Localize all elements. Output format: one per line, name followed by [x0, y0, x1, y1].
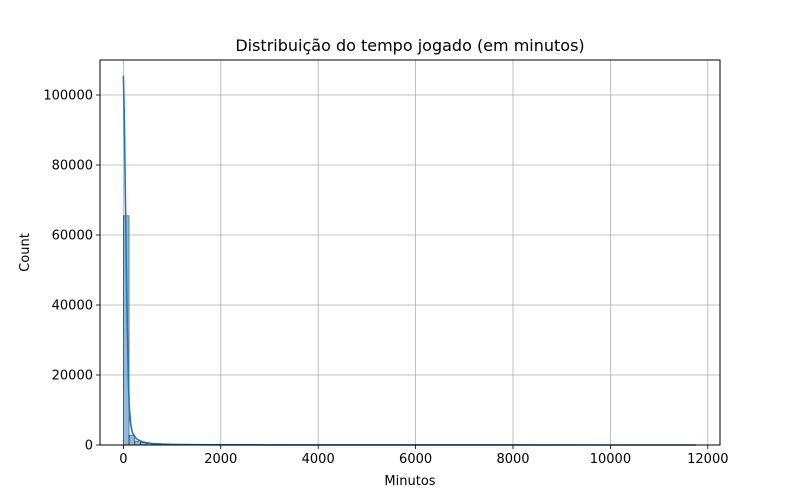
x-tick-label: 6000: [399, 452, 432, 467]
y-tick-label: 40000: [52, 299, 93, 314]
x-axis: 0 2000 4000 6000 8000 10000 12000: [119, 445, 729, 467]
x-tick-label: 12000: [687, 452, 728, 467]
y-tick-label: 100000: [43, 89, 93, 104]
y-axis-title: Count: [18, 233, 33, 272]
y-tick-label: 20000: [52, 369, 93, 384]
y-axis: 0 20000 40000 60000 80000 100000: [43, 89, 100, 454]
plot-area-frame: [99, 59, 721, 446]
y-tick-label: 0: [85, 439, 93, 454]
x-tick-label: 10000: [590, 452, 631, 467]
x-tick-label: 0: [119, 452, 127, 467]
chart-title: Distribuição do tempo jogado (em minutos…: [235, 36, 584, 55]
grid: [100, 60, 720, 446]
histogram-bar: [134, 440, 141, 446]
x-tick-label: 2000: [204, 452, 237, 467]
x-tick-label: 8000: [496, 452, 529, 467]
x-axis-title: Minutos: [384, 474, 435, 489]
x-tick-label: 4000: [302, 452, 335, 467]
y-tick-label: 60000: [52, 229, 93, 244]
y-tick-label: 80000: [52, 159, 93, 174]
